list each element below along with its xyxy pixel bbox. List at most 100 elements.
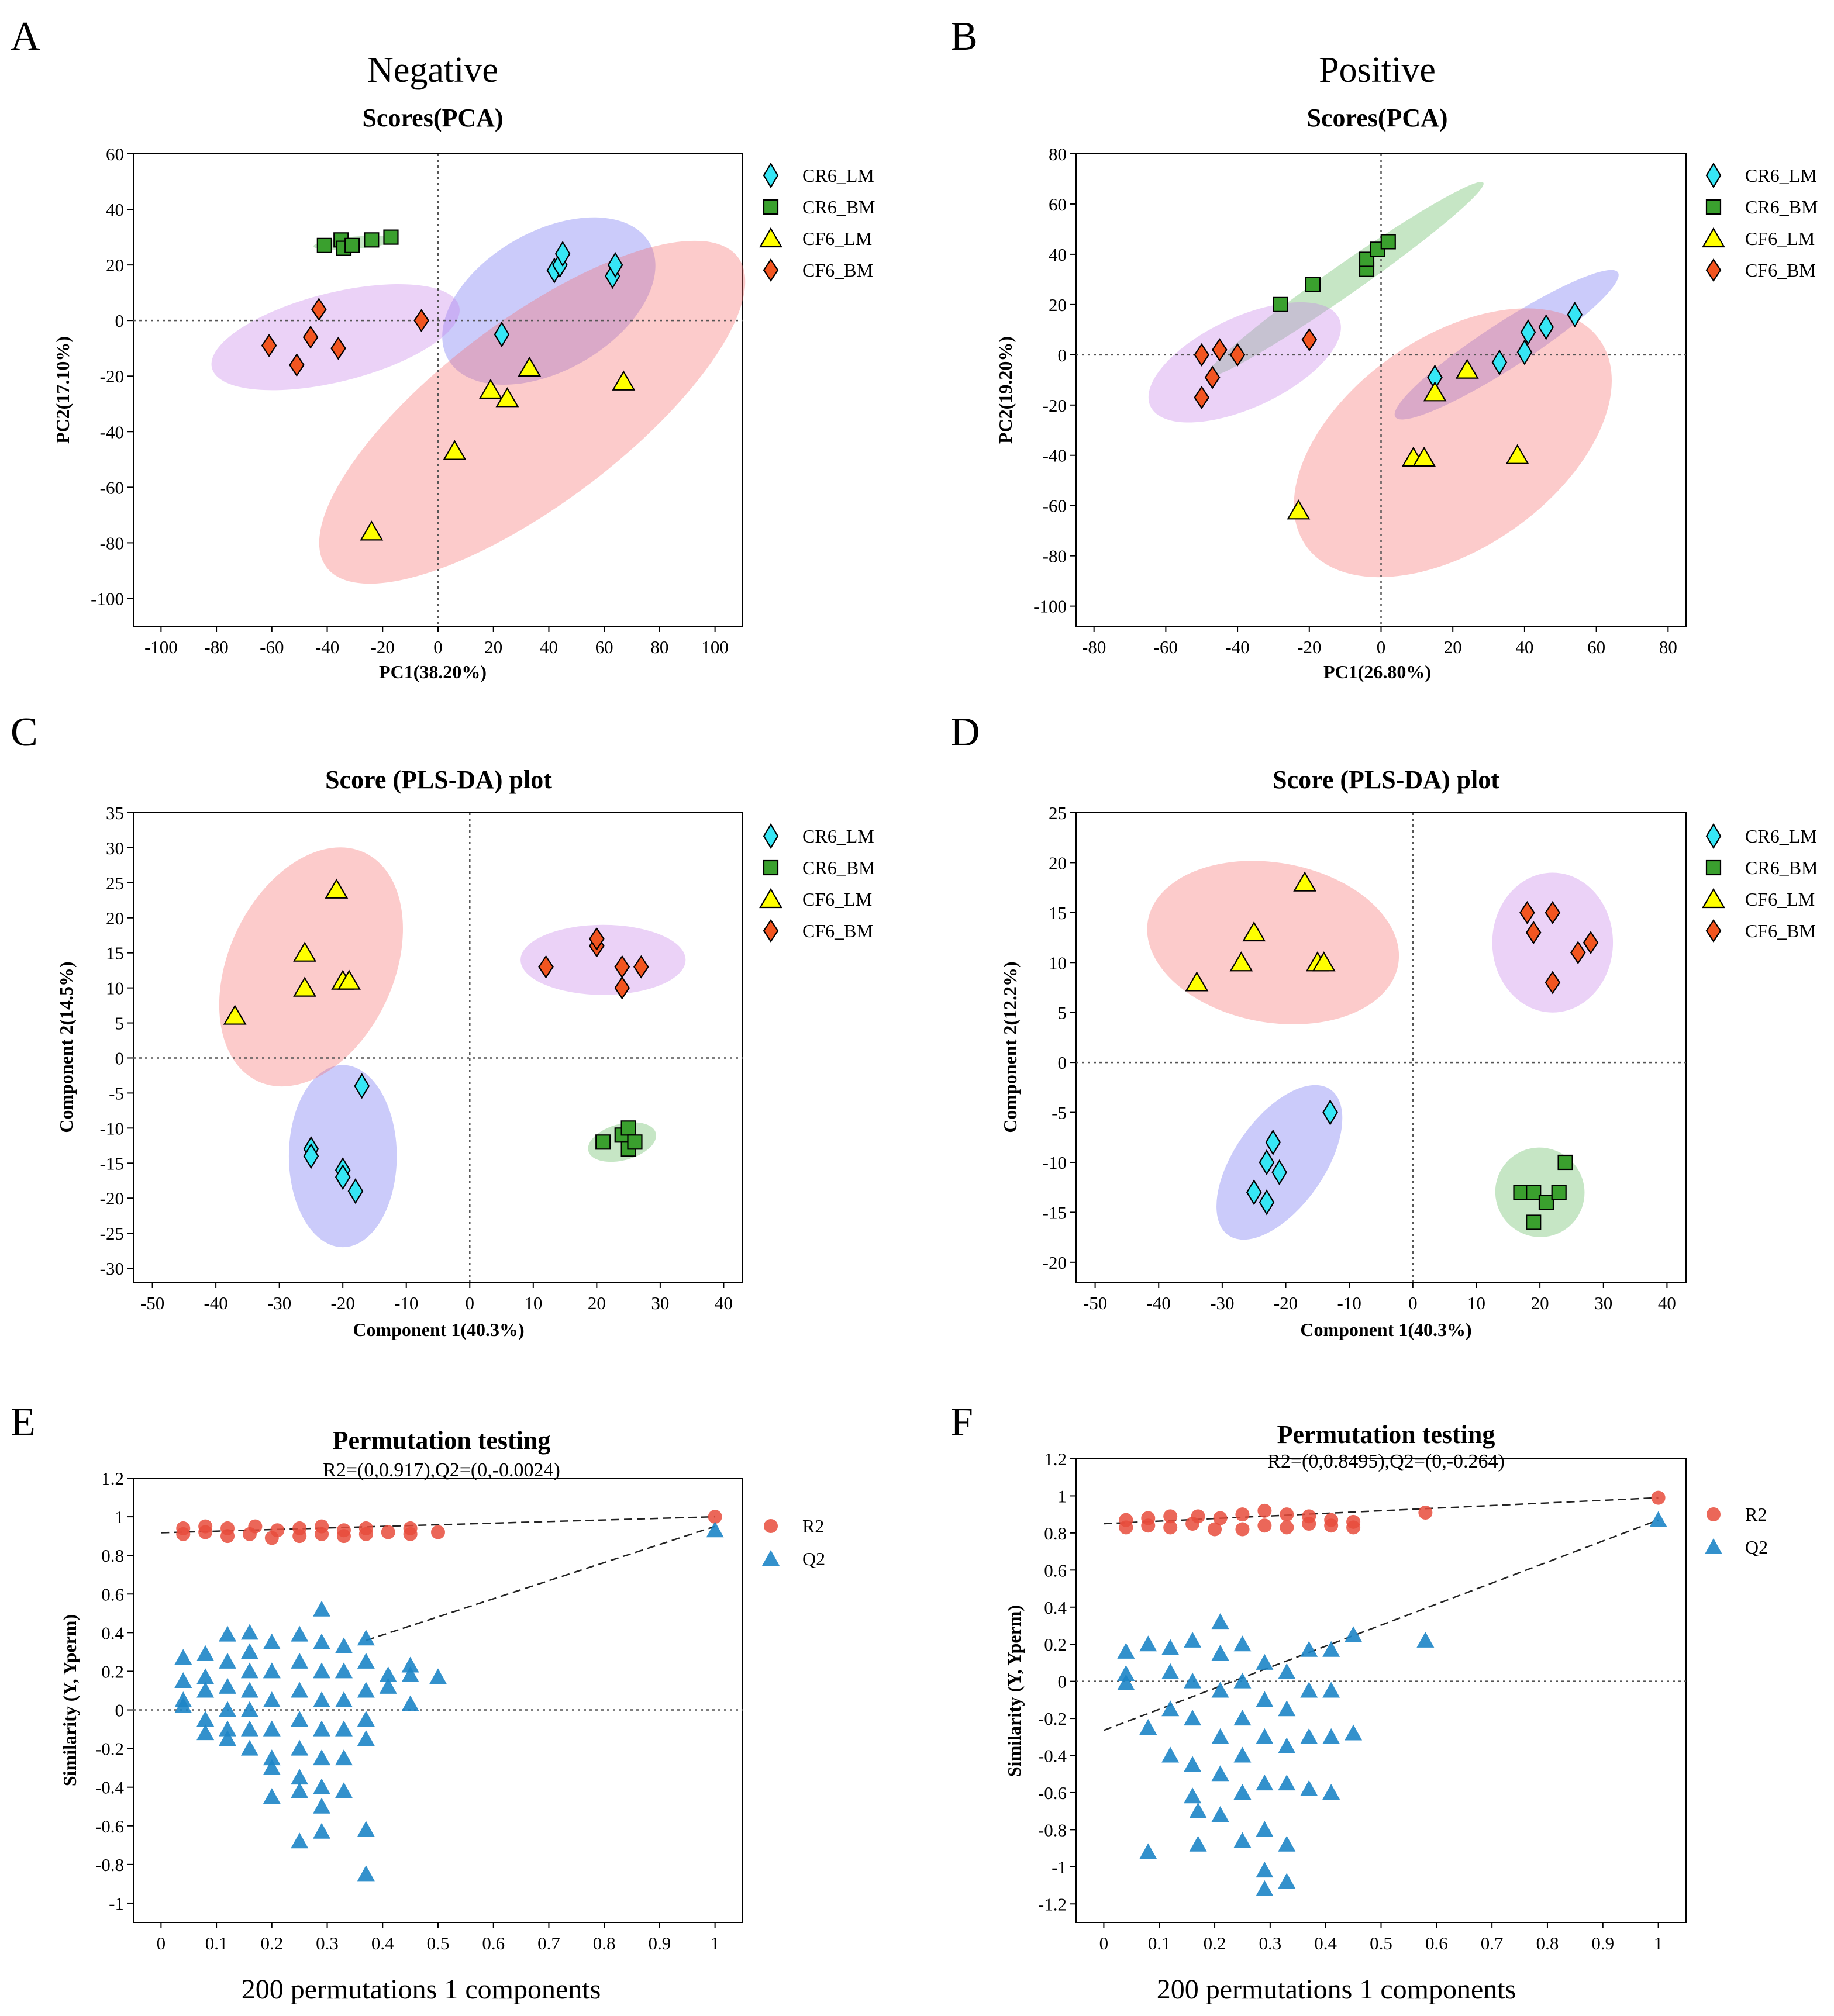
x-tick-label: 30 xyxy=(1594,1293,1612,1313)
data-point-q2 xyxy=(196,1645,215,1661)
data-point-cr6-bm xyxy=(620,1120,636,1136)
chart-title: Scores(PCA) xyxy=(1306,103,1447,132)
data-point-q2 xyxy=(1211,1806,1229,1822)
data-point-cf6-bm xyxy=(1212,338,1228,362)
y-tick-label: 20 xyxy=(1049,852,1067,873)
data-point-cr6-lm xyxy=(554,240,571,267)
y-tick-label: -0.4 xyxy=(95,1777,125,1798)
y-tick-label: -10 xyxy=(1043,1152,1067,1173)
legend-label: Q2 xyxy=(802,1548,825,1569)
legend-label: CF6_LM xyxy=(1745,889,1815,910)
data-point-q2 xyxy=(313,1749,331,1766)
legend-marker-cf6-bm xyxy=(1705,258,1722,282)
confidence-ellipse-cf6-bm xyxy=(211,284,460,391)
data-point-r2 xyxy=(315,1519,329,1534)
data-point-q2 xyxy=(357,1630,375,1646)
data-point-cr6-bm xyxy=(1359,251,1375,267)
y-axis-label: Similarity (Y, Yperm) xyxy=(1004,1605,1025,1777)
data-point-r2 xyxy=(708,1510,722,1524)
data-point-cr6-lm xyxy=(494,321,510,348)
series-cr6-lm xyxy=(303,1073,370,1204)
x-tick-label: 10 xyxy=(524,1293,542,1313)
data-point-q2 xyxy=(1322,1728,1340,1744)
x-tick-label: 0.3 xyxy=(1259,1933,1281,1953)
data-point-q2 xyxy=(219,1652,237,1669)
y-tick-label: 80 xyxy=(1049,144,1067,164)
y-tick-label: 25 xyxy=(1049,803,1067,823)
x-tick-label: 0 xyxy=(1408,1293,1418,1313)
confidence-ellipse-cr6-lm xyxy=(442,217,656,385)
data-point-q2 xyxy=(1139,1718,1157,1735)
x-tick-label: 60 xyxy=(595,637,613,657)
x-tick-label: 20 xyxy=(1444,637,1462,657)
data-point-cr6-lm xyxy=(1259,1149,1275,1176)
data-point-q2 xyxy=(1278,1775,1296,1791)
data-point-q2 xyxy=(174,1672,192,1688)
series-cr6-lm xyxy=(494,240,623,348)
data-point-q2 xyxy=(240,1682,258,1698)
legend-marker-cf6-lm xyxy=(1702,227,1725,248)
series-cf6-lm xyxy=(1185,871,1336,992)
y-tick-label: 20 xyxy=(106,255,124,275)
data-point-q2 xyxy=(1184,1787,1202,1804)
data-point-q2 xyxy=(335,1782,353,1798)
data-point-cr6-lm xyxy=(607,251,623,278)
data-point-cf6-bm xyxy=(1583,931,1599,955)
data-point-q2 xyxy=(357,1682,375,1698)
chart-subtitle: R2=(0,0.917),Q2=(0,-0.0024) xyxy=(323,1459,560,1481)
data-point-q2 xyxy=(1161,1639,1180,1655)
data-point-cr6-bm xyxy=(1551,1185,1567,1200)
panel-f: F Permutation testingR2=(0,0.8495),Q2=(0,… xyxy=(950,1400,1768,2005)
data-point-q2 xyxy=(1300,1641,1318,1657)
data-point-r2 xyxy=(431,1525,445,1539)
data-point-r2 xyxy=(1163,1520,1178,1535)
data-point-q2 xyxy=(1211,1765,1229,1782)
legend-marker-r2 xyxy=(1707,1507,1721,1521)
x-tick-label: -20 xyxy=(1274,1293,1298,1313)
data-point-cf6-bm xyxy=(1204,365,1221,389)
data-point-r2 xyxy=(1141,1511,1156,1525)
x-tick-label: -60 xyxy=(1154,637,1178,657)
confidence-ellipse-cf6-lm xyxy=(219,847,403,1087)
data-point-q2 xyxy=(313,1662,331,1679)
data-point-q2 xyxy=(401,1656,419,1673)
data-point-cf6-bm xyxy=(330,336,346,360)
x-tick-label: -10 xyxy=(1337,1293,1361,1313)
y-tick-label: 0 xyxy=(1058,1672,1067,1692)
data-point-q2 xyxy=(219,1720,237,1737)
data-point-q2 xyxy=(1211,1682,1229,1698)
panel-letter: C xyxy=(11,710,38,755)
data-point-cf6-bm xyxy=(302,325,319,349)
legend-marker-cr6-lm xyxy=(763,162,779,189)
legend-marker-cr6-bm xyxy=(1705,859,1722,876)
legend-label: CF6_BM xyxy=(802,920,873,941)
legend-marker-cr6-bm xyxy=(763,199,779,215)
panel-heading: Negative xyxy=(367,50,498,90)
data-point-r2 xyxy=(1302,1509,1316,1524)
x-tick-label: -20 xyxy=(1297,637,1321,657)
data-point-cr6-bm xyxy=(1273,296,1288,312)
chart-title: Scores(PCA) xyxy=(362,103,503,132)
x-axis-label: Component 1(40.3%) xyxy=(353,1319,524,1340)
data-point-q2 xyxy=(335,1662,353,1679)
data-point-q2 xyxy=(1184,1672,1202,1689)
legend-label: CF6_BM xyxy=(1745,920,1816,941)
data-point-q2 xyxy=(1345,1626,1363,1642)
data-point-cf6-lm xyxy=(1505,444,1529,464)
series-q2 xyxy=(174,1521,724,1882)
data-point-cr6-lm xyxy=(335,1164,351,1190)
x-axis-label: Component 1(40.3%) xyxy=(1300,1319,1471,1340)
confidence-ellipse-cf6-bm xyxy=(1492,872,1614,1013)
data-point-q2 xyxy=(1300,1780,1318,1796)
data-point-cr6-lm xyxy=(347,1178,364,1204)
x-tick-label: 0.6 xyxy=(482,1933,505,1953)
data-point-cf6-bm xyxy=(1519,900,1535,924)
series-cf6-bm xyxy=(261,298,429,377)
x-tick-label: -40 xyxy=(315,637,339,657)
legend-label: CR6_LM xyxy=(802,826,874,847)
series-cf6-lm xyxy=(360,356,636,541)
series-cf6-lm xyxy=(1287,358,1529,520)
panel-letter: F xyxy=(950,1400,973,1445)
y-tick-label: 10 xyxy=(106,978,124,999)
legend-label: CR6_BM xyxy=(802,196,875,218)
